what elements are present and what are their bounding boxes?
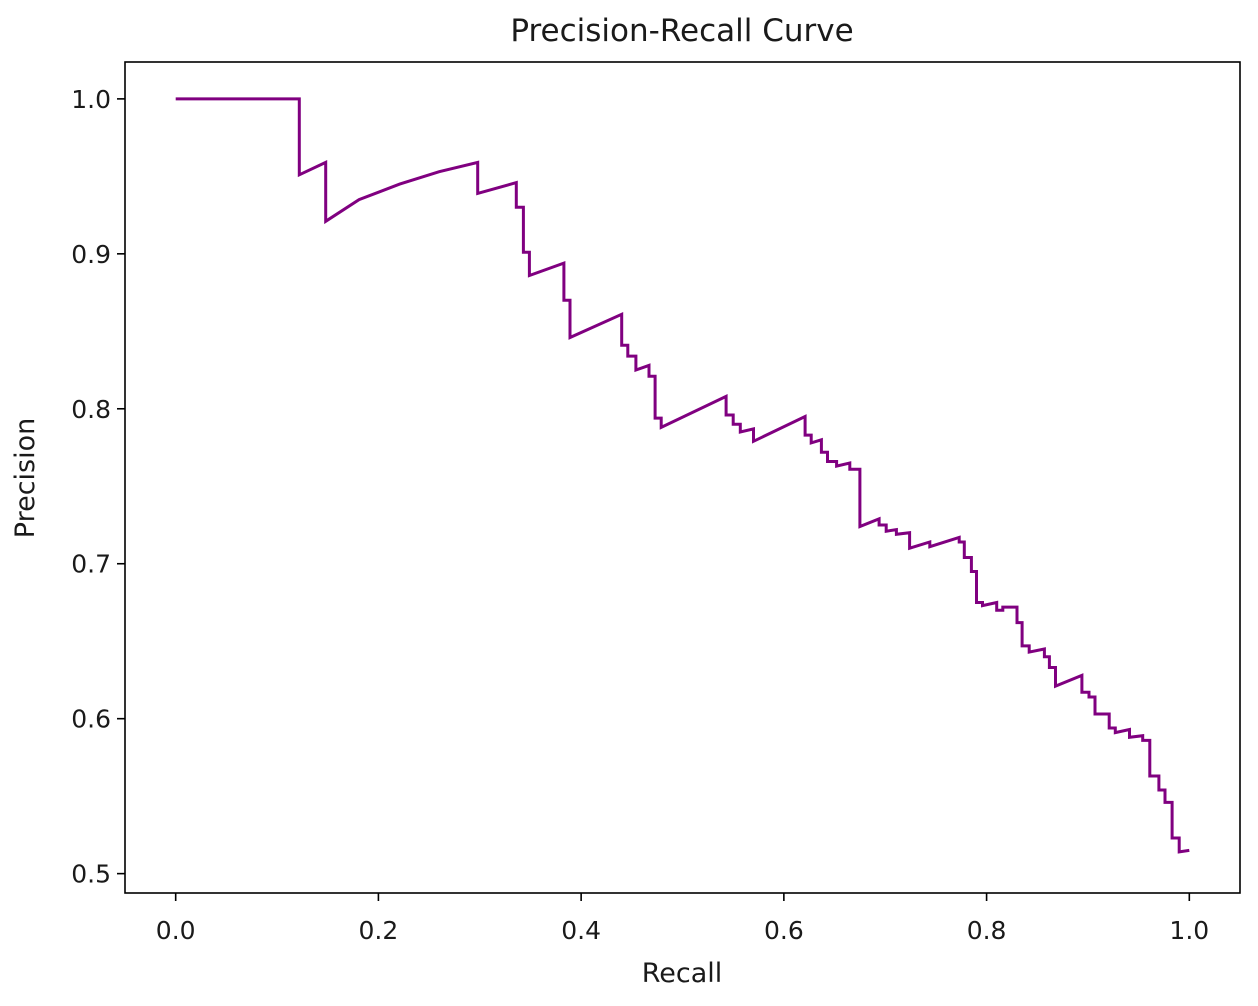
y-axis-label: Precision — [10, 418, 41, 538]
y-tick-label: 0.7 — [71, 550, 111, 579]
plot-frame — [124, 61, 1241, 894]
x-tick-label: 0.6 — [764, 916, 804, 945]
y-tick-label: 0.6 — [71, 705, 111, 734]
pr-curve-line — [175, 97, 1190, 854]
y-tick-label: 0.9 — [71, 240, 111, 269]
chart-title: Precision-Recall Curve — [510, 13, 853, 49]
x-tick-label: 0.4 — [561, 916, 601, 945]
x-axis-label: Recall — [642, 958, 723, 989]
y-tick-label: 0.8 — [71, 395, 111, 424]
x-tick-label: 1.0 — [1169, 916, 1209, 945]
x-tick-label: 0.0 — [156, 916, 196, 945]
y-tick-label: 0.5 — [71, 860, 111, 889]
plot-area — [175, 97, 1190, 854]
axis-ticks: 0.0 0.2 0.4 0.6 0.8 1.0 0.5 0.6 0.7 0.8 0.9 1.0 — [71, 85, 1209, 945]
x-tick-label: 0.2 — [359, 916, 399, 945]
y-tick-label: 1.0 — [71, 85, 111, 114]
x-tick-label: 0.8 — [967, 916, 1007, 945]
